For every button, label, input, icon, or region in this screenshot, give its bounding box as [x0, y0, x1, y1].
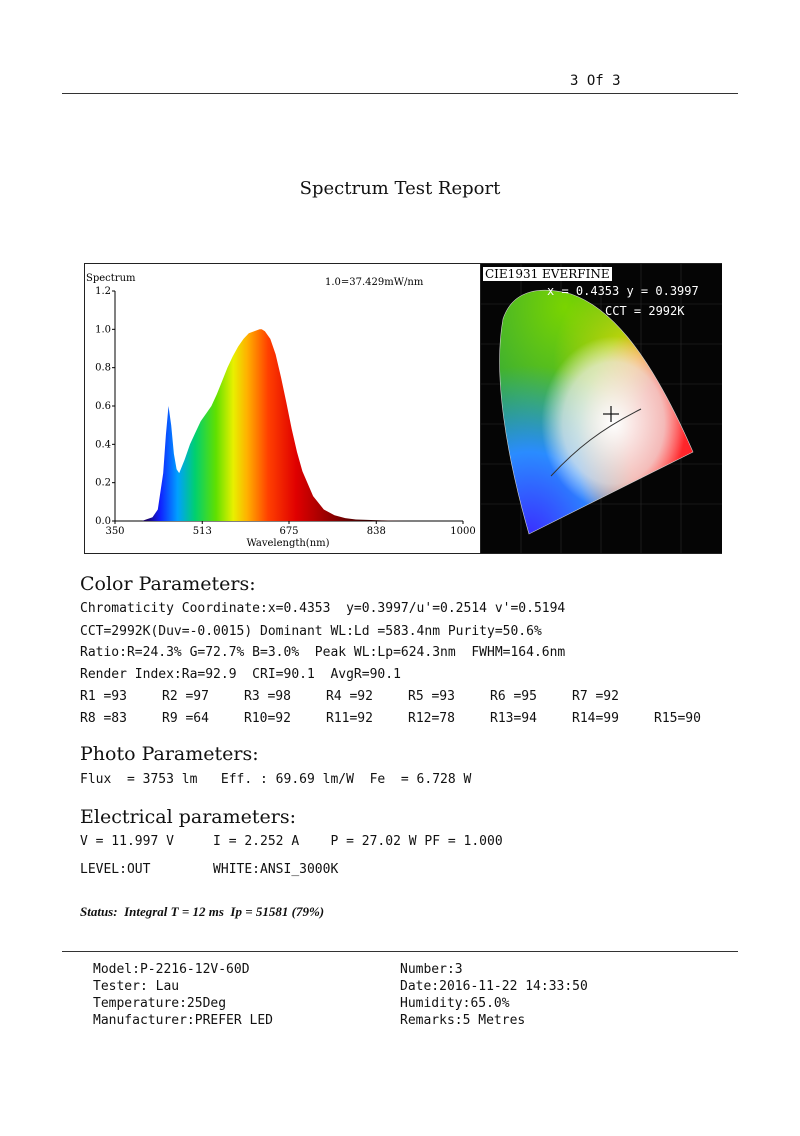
- electrical-values-line: V = 11.997 V I = 2.252 A P = 27.02 W PF …: [80, 834, 503, 849]
- chromaticity-line: Chromaticity Coordinate:x=0.4353 y=0.399…: [80, 601, 566, 616]
- figure-panel: 0.0 0.2 0.4 0.6 0.8 1.0 1.2 350 513 675 838 1000 Sp…: [84, 263, 722, 554]
- electrical-parameters-heading: Electrical parameters:: [80, 806, 296, 828]
- date-field: Date:2016-11-22 14:33:50: [400, 979, 588, 994]
- r-value: R15=90: [654, 711, 701, 726]
- r-value: R4 =92: [326, 689, 373, 704]
- r-values-row-1: R1 =93 R2 =97 R3 =98 R4 =92 R5 =93 R6 =9…: [0, 689, 800, 709]
- tester-field: Tester: Lau: [93, 979, 180, 994]
- y-tick-label: 0.8: [95, 363, 111, 374]
- remarks-field: Remarks:5 Metres: [400, 1013, 526, 1028]
- y-tick-label: 0.0: [95, 516, 111, 527]
- x-tick-label: 513: [193, 526, 212, 537]
- r-value: R6 =95: [490, 689, 537, 704]
- r-value: R10=92: [244, 711, 291, 726]
- footer-rule: [62, 951, 738, 952]
- number-field: Number:3: [400, 962, 463, 977]
- y-tick-label: 1.0: [95, 324, 111, 335]
- planckian-locus: [550, 408, 642, 477]
- report-title: Spectrum Test Report: [299, 178, 501, 199]
- manufacturer-field: Manufacturer:PREFER LED: [93, 1013, 274, 1028]
- r-value: R2 =97: [162, 689, 209, 704]
- r-value: R1 =93: [80, 689, 127, 704]
- r-value: R11=92: [326, 711, 373, 726]
- model-field: Model:P-2216-12V-60D: [93, 962, 250, 977]
- color-parameters-heading: Color Parameters:: [80, 573, 256, 595]
- spectrum-scale-note: 1.0=37.429mW/nm: [325, 277, 424, 288]
- temperature-field: Temperature:25Deg: [93, 996, 227, 1011]
- y-tick-label: 1.2: [95, 286, 111, 297]
- level-line: LEVEL:OUT WHITE:ANSI_3000K: [80, 862, 339, 877]
- r-value: R14=99: [572, 711, 619, 726]
- r-value: R13=94: [490, 711, 537, 726]
- x-tick-label: 1000: [450, 526, 475, 537]
- spectrum-curve: [131, 329, 463, 521]
- humidity-field: Humidity:65.0%: [400, 996, 510, 1011]
- status-line: Status: Integral T = 12 ms Ip = 51581 (7…: [80, 904, 325, 919]
- r-value: R7 =92: [572, 689, 619, 704]
- cie-gamut: [499, 290, 694, 535]
- cie-cct: CCT = 2992K: [605, 304, 685, 318]
- r-value: R12=78: [408, 711, 455, 726]
- photo-parameters-heading: Photo Parameters:: [80, 743, 259, 765]
- header-rule: [62, 93, 738, 94]
- x-tick-label: 838: [367, 526, 386, 537]
- cie-title: CIE1931 EVERFINE: [483, 267, 612, 281]
- y-tick-label: 0.4: [95, 439, 111, 450]
- x-tick-label: 350: [105, 526, 124, 537]
- cie-diagram: CIE1931 EVERFINE x = 0.4353 y = 0.3997 C…: [480, 264, 722, 553]
- spectrum-chart: 0.0 0.2 0.4 0.6 0.8 1.0 1.2 350 513 675 838 1000 Sp…: [86, 273, 476, 549]
- render-index-line: Render Index:Ra=92.9 CRI=90.1 AvgR=90.1: [80, 667, 401, 682]
- spectrum-title: Spectrum: [86, 273, 136, 284]
- x-tick-label: 675: [279, 526, 298, 537]
- page-number: 3 Of 3: [570, 73, 621, 89]
- y-tick-label: 0.2: [95, 478, 111, 489]
- r-value: R3 =98: [244, 689, 291, 704]
- cct-line: CCT=2992K(Duv=-0.0015) Dominant WL:Ld =5…: [80, 624, 542, 639]
- x-axis-label: Wavelength(nm): [246, 538, 329, 549]
- cie-coordinates: x = 0.4353 y = 0.3997: [547, 284, 699, 298]
- r-value: R5 =93: [408, 689, 455, 704]
- y-tick-label: 0.6: [95, 401, 111, 412]
- r-value: R9 =64: [162, 711, 209, 726]
- ratio-line: Ratio:R=24.3% G=72.7% B=3.0% Peak WL:Lp=…: [80, 645, 566, 660]
- r-values-row-2: R8 =83 R9 =64 R10=92 R11=92 R12=78 R13=9…: [0, 711, 800, 731]
- flux-line: Flux = 3753 lm Eff. : 69.69 lm/W Fe = 6.…: [80, 772, 472, 787]
- r-value: R8 =83: [80, 711, 127, 726]
- chromaticity-marker: [603, 406, 619, 422]
